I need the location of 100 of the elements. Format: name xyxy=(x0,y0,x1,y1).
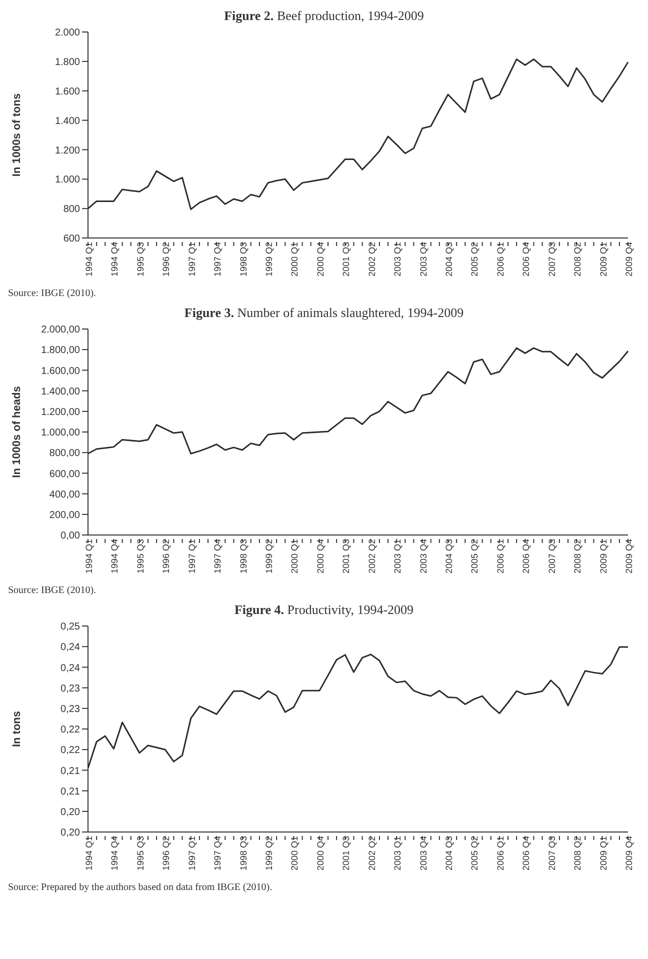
x-tick-label: 1994 Q4 xyxy=(110,539,120,574)
x-tick-label: 2002 Q2 xyxy=(366,539,377,574)
x-tick-label: 2000 Q1 xyxy=(290,539,300,574)
x-tick-label: 2008 Q2 xyxy=(572,836,583,871)
chart-title: Figure 3. Number of animals slaughtered, 1994-2009 xyxy=(183,305,465,322)
x-tick-label: 1994 Q4 xyxy=(110,836,120,871)
x-tick-label: 2004 Q3 xyxy=(444,836,454,871)
y-tick-label: 0,24 xyxy=(60,662,80,674)
x-tick-label: 2008 Q2 xyxy=(572,539,583,574)
x-tick-label: 2000 Q1 xyxy=(290,836,300,871)
x-tick-label: 2000 Q4 xyxy=(315,242,326,277)
x-tick-label: 2007 Q3 xyxy=(546,539,557,574)
x-tick-label: 2000 Q4 xyxy=(315,836,326,871)
x-tick-label: 2006 Q1 xyxy=(495,836,506,871)
y-tick-label: 1.600,00 xyxy=(41,366,80,377)
y-axis-title: In 1000s of tons xyxy=(10,93,23,177)
y-tick-label: 0,21 xyxy=(60,766,80,777)
y-tick-label: 0,23 xyxy=(60,704,80,715)
x-tick-label: 1994 Q4 xyxy=(110,242,120,277)
y-axis-title: In 1000s of heads xyxy=(10,386,23,478)
x-tick-label: 1994 Q1 xyxy=(84,242,94,277)
y-tick-label: 1.400 xyxy=(54,116,80,127)
y-tick-label: 0,24 xyxy=(60,642,80,654)
y-tick-label: 1.800 xyxy=(54,56,80,68)
x-tick-label: 2006 Q1 xyxy=(495,539,506,574)
x-tick-label: 2005 Q2 xyxy=(470,539,480,574)
y-tick-label: 1.200 xyxy=(54,145,80,156)
x-tick-label: 1997 Q1 xyxy=(186,836,197,871)
y-tick-label: 0,22 xyxy=(60,724,80,736)
x-tick-label: 1996 Q2 xyxy=(161,242,172,277)
x-tick-label: 1997 Q1 xyxy=(186,539,197,574)
y-tick-label: 0,21 xyxy=(60,786,80,798)
x-tick-label: 1995 Q3 xyxy=(135,539,146,574)
x-tick-label: 2007 Q3 xyxy=(546,242,557,277)
x-tick-label: 1997 Q4 xyxy=(212,836,223,871)
x-tick-label: 2006 Q1 xyxy=(495,242,506,277)
x-tick-label: 2006 Q4 xyxy=(521,836,532,871)
x-tick-label: 2006 Q4 xyxy=(521,539,532,574)
x-tick-label: 2004 Q3 xyxy=(444,242,454,277)
x-tick-label: 2009 Q1 xyxy=(598,539,608,574)
x-tick-label: 2006 Q4 xyxy=(521,242,532,277)
y-axis-title: In tons xyxy=(10,710,23,748)
y-tick-label: 600 xyxy=(63,234,80,245)
x-tick-label: 2005 Q2 xyxy=(470,836,480,871)
x-tick-label: 1998 Q3 xyxy=(238,242,248,277)
y-tick-label: 800,00 xyxy=(49,448,80,460)
x-tick-label: 2009 Q1 xyxy=(598,836,608,871)
y-tick-label: 0,23 xyxy=(60,683,80,694)
x-tick-label: 2004 Q3 xyxy=(444,539,454,574)
y-tick-label: 0,22 xyxy=(60,745,80,756)
x-tick-label: 1995 Q3 xyxy=(135,242,146,277)
y-tick-label: 1.800,00 xyxy=(41,345,80,356)
y-tick-label: 2.000 xyxy=(54,28,80,39)
x-tick-label: 2003 Q1 xyxy=(392,836,403,871)
y-tick-label: 800 xyxy=(63,204,80,216)
x-tick-label: 1995 Q3 xyxy=(135,836,146,871)
source-note: Source: IBGE (2010). xyxy=(8,585,98,596)
y-tick-label: 400,00 xyxy=(49,489,80,500)
x-tick-label: 1999 Q2 xyxy=(264,539,274,574)
y-tick-label: 0,20 xyxy=(60,828,80,839)
x-tick-label: 1994 Q1 xyxy=(84,836,94,871)
y-tick-label: 1.000,00 xyxy=(41,428,80,439)
x-tick-label: 2001 Q3 xyxy=(341,836,352,871)
y-tick-label: 0,00 xyxy=(60,530,80,542)
y-tick-label: 1.600 xyxy=(54,86,80,98)
chart-title: Figure 2. Beef production, 1994-2009 xyxy=(223,8,425,25)
x-tick-label: 2002 Q2 xyxy=(366,836,377,871)
source-note: Source: IBGE (2010). xyxy=(8,288,98,299)
x-tick-label: 2001 Q3 xyxy=(341,539,352,574)
y-tick-label: 600,00 xyxy=(49,468,80,480)
y-tick-label: 0,20 xyxy=(60,806,80,818)
x-tick-label: 2003 Q4 xyxy=(418,836,428,871)
x-tick-label: 2003 Q4 xyxy=(418,539,428,574)
y-tick-label: 200,00 xyxy=(49,510,80,521)
x-tick-label: 2003 Q1 xyxy=(392,242,403,277)
x-tick-label: 2009 Q1 xyxy=(598,242,608,277)
chart-title: Figure 4. Productivity, 1994-2009 xyxy=(233,602,415,619)
x-tick-label: 2007 Q3 xyxy=(546,836,557,871)
x-tick-label: 1998 Q3 xyxy=(238,836,248,871)
x-tick-label: 1997 Q4 xyxy=(212,539,223,574)
x-tick-label: 1998 Q3 xyxy=(238,539,248,574)
x-tick-label: 2000 Q4 xyxy=(315,539,326,574)
x-tick-label: 2002 Q2 xyxy=(366,242,377,277)
x-tick-label: 1999 Q2 xyxy=(264,836,274,871)
y-tick-label: 2.000,00 xyxy=(41,324,80,336)
x-tick-label: 1994 Q1 xyxy=(84,539,94,574)
x-tick-label: 2001 Q3 xyxy=(341,242,352,277)
source-note: Source: Prepared by the authors based on data from IBGE (2010). xyxy=(8,882,274,893)
x-tick-label: 2003 Q1 xyxy=(392,539,403,574)
y-tick-label: 0,25 xyxy=(60,622,80,633)
y-tick-label: 1.400,00 xyxy=(41,386,80,398)
x-tick-label: 2005 Q2 xyxy=(470,242,480,277)
x-tick-label: 2008 Q2 xyxy=(572,242,583,277)
x-tick-label: 1997 Q1 xyxy=(186,242,197,277)
x-tick-label: 2003 Q4 xyxy=(418,242,428,277)
x-tick-label: 1996 Q2 xyxy=(161,539,172,574)
x-tick-label: 2000 Q1 xyxy=(290,242,300,277)
x-tick-label: 1997 Q4 xyxy=(212,242,223,277)
y-tick-label: 1.200,00 xyxy=(41,406,80,418)
x-tick-label: 1996 Q2 xyxy=(161,836,172,871)
